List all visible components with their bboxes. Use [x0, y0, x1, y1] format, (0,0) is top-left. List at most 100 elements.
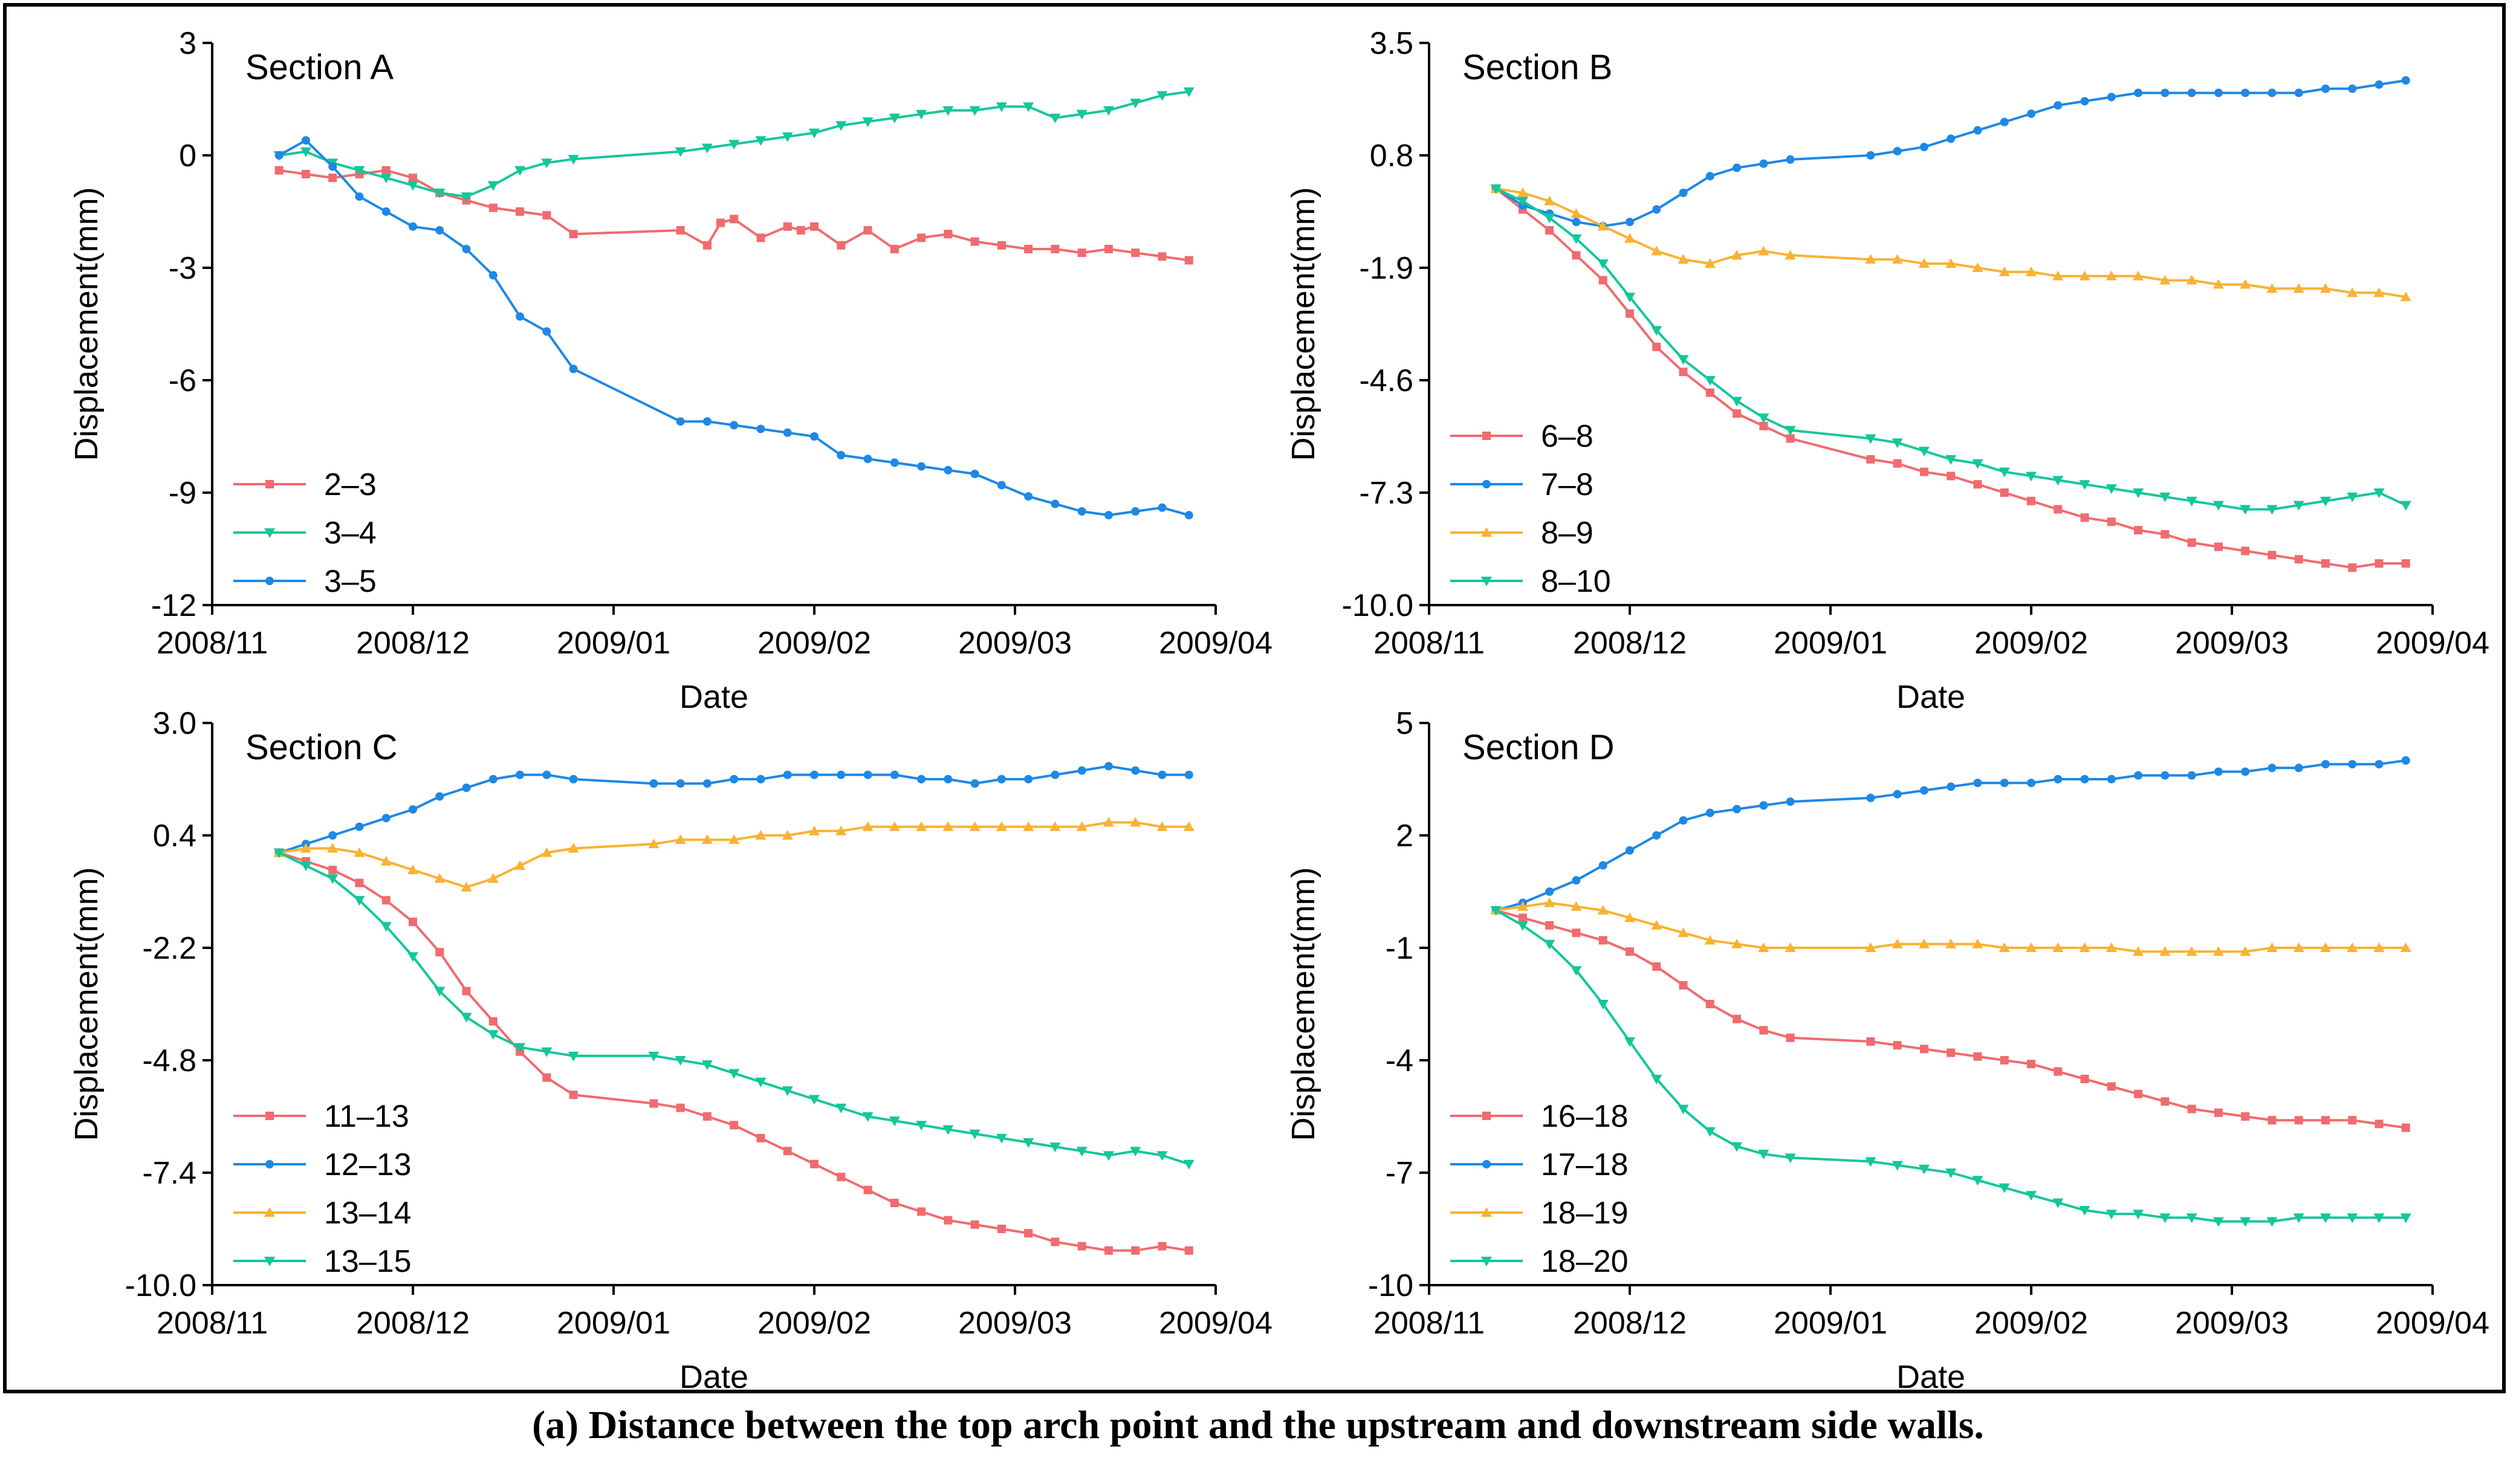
data-point	[863, 455, 872, 464]
data-point	[2400, 942, 2411, 952]
y-tick-label: -7.4	[142, 1156, 196, 1191]
data-point	[2079, 1206, 2090, 1216]
data-point	[917, 233, 926, 242]
data-point	[2027, 109, 2035, 118]
data-point	[2027, 779, 2035, 788]
data-point	[970, 779, 979, 788]
y-tick-label: 0.4	[153, 818, 196, 854]
data-point	[1626, 309, 1634, 318]
data-point	[728, 140, 740, 150]
data-point	[648, 1051, 660, 1061]
data-point	[1597, 221, 1609, 231]
data-point	[1972, 938, 1983, 948]
x-tick-label: 2009/02	[1974, 1306, 2088, 1341]
y-axis-label: Displacement(mm)	[1285, 867, 1321, 1141]
data-point	[354, 896, 365, 906]
data-point	[1945, 1168, 1957, 1178]
data-point	[2240, 279, 2251, 289]
data-point	[1704, 376, 1716, 386]
data-point	[2080, 513, 2089, 522]
series-line-1	[1495, 187, 2406, 569]
data-point	[2348, 84, 2357, 93]
data-point	[835, 825, 847, 835]
y-tick-label: 3.0	[153, 706, 196, 741]
y-tick-label: -7.3	[1359, 476, 1413, 511]
data-point	[730, 1121, 739, 1130]
data-point	[2321, 84, 2330, 93]
data-point	[889, 114, 900, 123]
data-point	[1892, 254, 1903, 264]
data-point	[2240, 946, 2251, 956]
data-point	[2240, 505, 2251, 515]
data-point	[1651, 326, 1662, 336]
data-point	[328, 162, 337, 171]
data-point	[862, 1112, 874, 1122]
data-point	[969, 821, 981, 831]
series-line-1	[279, 169, 1189, 262]
data-point	[2213, 946, 2224, 956]
y-tick-label: -10	[1368, 1268, 1413, 1303]
x-tick-label: 2009/04	[2376, 1306, 2489, 1341]
data-point	[1866, 151, 1875, 160]
data-point	[837, 451, 846, 459]
data-point	[2241, 546, 2250, 556]
data-point	[2241, 1112, 2250, 1121]
data-point	[1866, 794, 1875, 802]
data-point	[2107, 517, 2116, 527]
data-point	[2241, 88, 2250, 97]
y-tick-label: 3.5	[1370, 26, 1413, 61]
data-point	[541, 847, 553, 857]
legend-label: 7–8	[1541, 467, 1594, 502]
x-tick-label: 2008/11	[1373, 626, 1485, 661]
data-point	[917, 775, 926, 783]
data-point	[890, 770, 899, 779]
data-point	[648, 838, 660, 849]
legend-label: 12–13	[324, 1147, 412, 1182]
data-point	[2320, 283, 2331, 293]
data-point	[782, 1086, 793, 1097]
y-tick-label: -6	[169, 363, 196, 398]
data-point	[702, 1112, 712, 1121]
data-point	[649, 1099, 658, 1108]
data-point	[435, 226, 444, 235]
data-point	[1051, 1237, 1060, 1246]
data-point	[2026, 471, 2037, 482]
data-point	[916, 1121, 927, 1131]
data-point	[273, 848, 285, 858]
data-point	[2026, 942, 2037, 952]
data-point	[2161, 530, 2170, 539]
x-tick-label: 2009/04	[2376, 626, 2489, 661]
data-point	[487, 181, 499, 191]
data-point	[2052, 942, 2064, 952]
x-tick-label: 2009/03	[958, 626, 1072, 661]
data-point	[1733, 805, 1742, 814]
data-point	[1758, 1150, 1769, 1159]
data-point	[1572, 218, 1581, 227]
data-point	[997, 241, 1006, 250]
data-point	[2187, 771, 2196, 780]
data-point	[702, 779, 712, 788]
data-point	[1679, 189, 1688, 197]
data-point	[837, 241, 846, 250]
data-point	[1598, 861, 1607, 870]
legend-marker	[1481, 1207, 1492, 1217]
data-point	[1947, 782, 1956, 791]
data-point	[2134, 88, 2143, 97]
data-point	[944, 775, 953, 783]
figure-caption: (a) Distance between the top arch point …	[532, 1403, 1984, 1447]
data-point	[2373, 287, 2385, 297]
data-point	[2373, 942, 2385, 952]
data-point	[917, 462, 926, 471]
data-point	[728, 834, 740, 844]
data-point	[1049, 114, 1061, 123]
legend-marker	[265, 1160, 274, 1168]
x-tick-label: 2009/03	[2175, 626, 2289, 661]
data-point	[1973, 779, 1982, 788]
data-point	[970, 1220, 979, 1229]
data-point	[1184, 511, 1193, 520]
data-point	[1893, 147, 1902, 156]
legend-label: 3–4	[324, 516, 377, 551]
data-point	[1156, 821, 1168, 831]
data-point	[1758, 942, 1769, 952]
